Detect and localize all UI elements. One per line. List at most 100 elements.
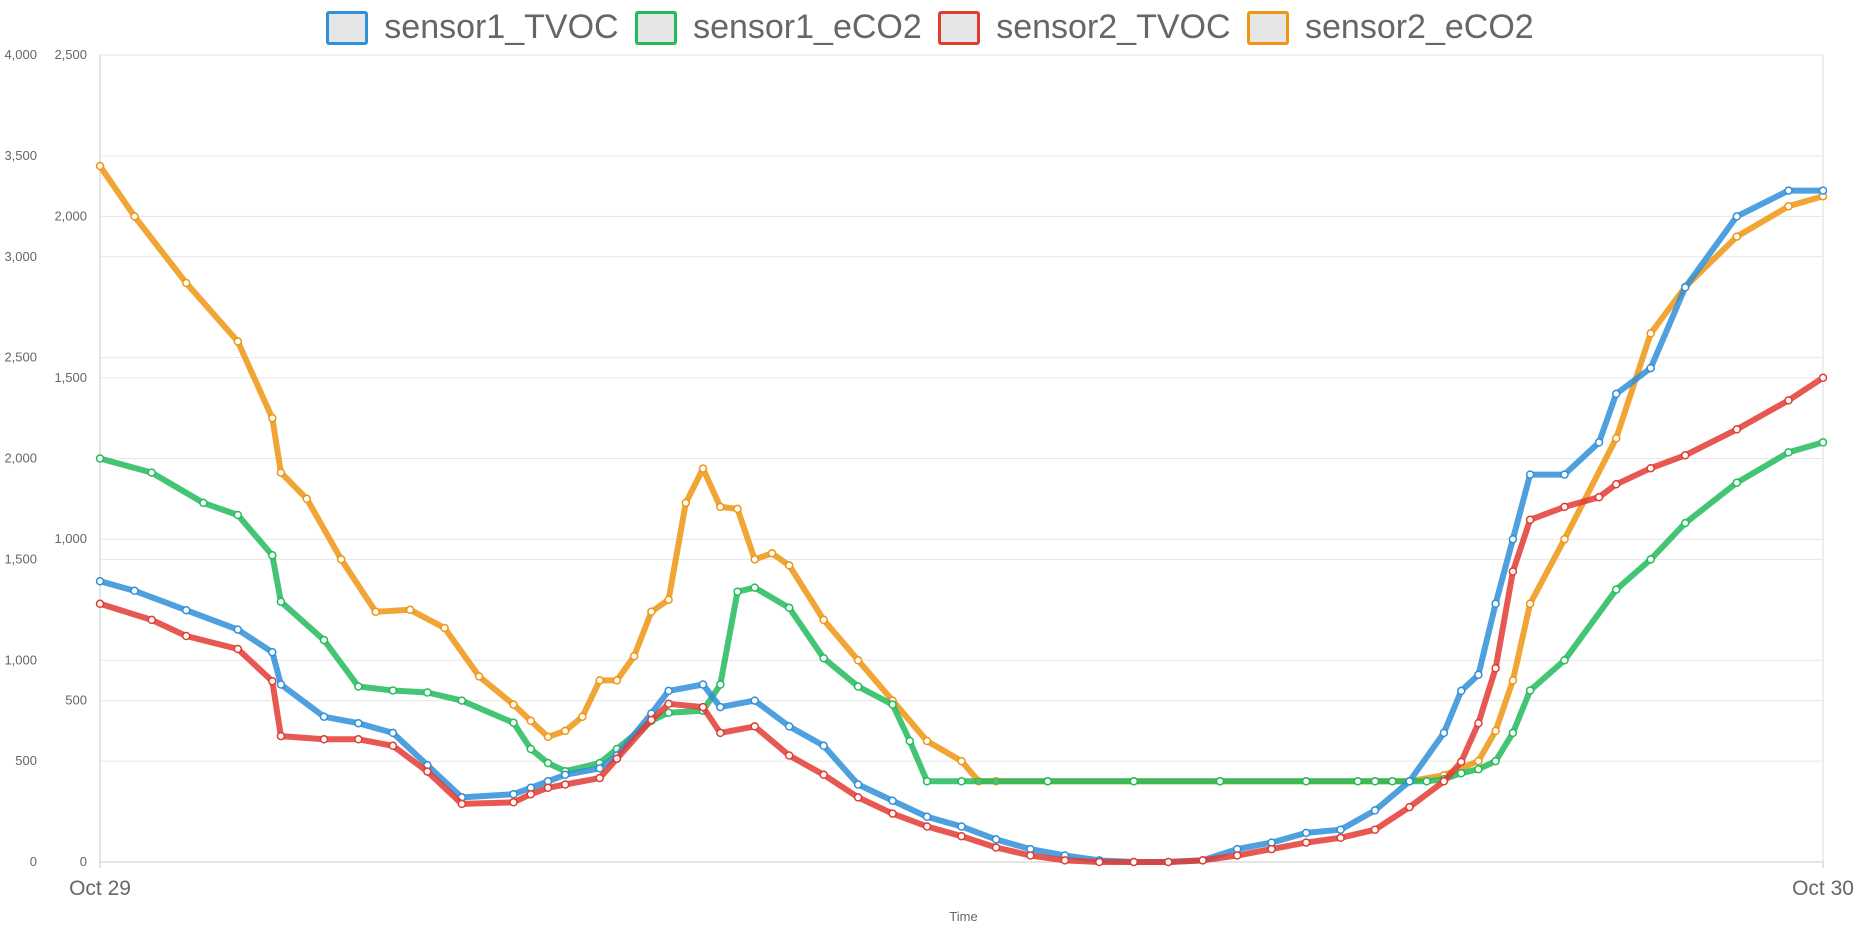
data-point-sensor1_eCO2 (1215, 777, 1225, 786)
data-point-sensor2_TVOC (1060, 856, 1070, 865)
data-point-sensor2_eCO2 (595, 676, 604, 685)
data-point-sensor2_eCO2 (474, 672, 484, 681)
data-point-sensor2_TVOC (991, 843, 1001, 852)
data-point-sensor1_eCO2 (147, 468, 156, 477)
data-point-sensor2_eCO2 (853, 656, 863, 665)
data-point-sensor2_eCO2 (1508, 676, 1518, 685)
data-point-sensor1_eCO2 (853, 682, 863, 691)
data-point-sensor2_TVOC (526, 789, 536, 799)
data-point-sensor2_TVOC (1508, 567, 1518, 576)
data-point-sensor1_eCO2 (354, 682, 363, 691)
legend-item-sensor1-tvoc[interactable]: sensor1_TVOC (326, 8, 619, 47)
data-point-sensor1_eCO2 (509, 718, 518, 728)
data-point-sensor1_eCO2 (784, 603, 794, 613)
data-point-sensor1_eCO2 (716, 680, 725, 689)
data-point-sensor2_eCO2 (698, 464, 708, 473)
legend-item-sensor1-eco2[interactable]: sensor1_eCO2 (635, 8, 922, 47)
data-point-sensor2_eCO2 (681, 498, 691, 508)
data-point-sensor2_TVOC (181, 631, 191, 641)
data-point-sensor1_TVOC (1784, 186, 1793, 195)
data-point-sensor2_TVOC (1560, 502, 1569, 512)
data-point-sensor2_eCO2 (819, 615, 828, 625)
data-point-sensor2_TVOC (1784, 396, 1793, 405)
data-point-sensor1_TVOC (509, 789, 518, 799)
data-point-sensor2_TVOC (509, 798, 518, 807)
data-point-sensor1_TVOC (595, 764, 604, 773)
data-point-sensor1_TVOC (319, 712, 329, 721)
data-point-sensor2_TVOC (1267, 844, 1276, 854)
data-point-sensor1_eCO2 (1043, 777, 1052, 786)
data-point-sensor2_TVOC (612, 754, 622, 763)
x-axis-title: Time (949, 909, 977, 924)
data-point-sensor1_TVOC (1474, 670, 1483, 680)
data-point-sensor2_TVOC (1232, 851, 1242, 860)
data-point-sensor1_TVOC (698, 680, 708, 689)
data-point-sensor1_TVOC (1456, 686, 1466, 696)
data-point-sensor2_TVOC (1525, 515, 1535, 525)
data-point-sensor2_TVOC (716, 728, 725, 738)
data-point-sensor1_eCO2 (819, 653, 828, 663)
data-point-sensor1_eCO2 (388, 686, 398, 695)
data-point-sensor1_eCO2 (1370, 777, 1380, 786)
data-point-sensor2_eCO2 (957, 756, 966, 766)
data-point-sensor1_TVOC (276, 680, 286, 689)
data-point-sensor2_TVOC (1491, 664, 1500, 673)
data-point-sensor2_eCO2 (922, 736, 932, 746)
legend-swatch (635, 10, 678, 45)
data-point-sensor2_eCO2 (526, 716, 536, 726)
data-point-sensor2_TVOC (1439, 777, 1449, 786)
y-left-tick-label: 3,500 (4, 148, 37, 163)
data-point-sensor2_eCO2 (276, 468, 286, 477)
data-point-sensor2_eCO2 (1560, 534, 1569, 544)
data-point-sensor2_TVOC (698, 702, 708, 712)
legend-label: sensor2_eCO2 (1305, 8, 1534, 46)
data-point-sensor2_TVOC (457, 799, 467, 809)
data-point-sensor1_TVOC (1560, 470, 1569, 479)
data-point-sensor1_TVOC (1370, 806, 1380, 815)
data-point-sensor2_TVOC (1680, 451, 1690, 460)
data-point-sensor1_eCO2 (199, 498, 208, 508)
data-point-sensor2_eCO2 (578, 712, 587, 721)
data-point-sensor1_eCO2 (1508, 728, 1518, 738)
data-point-sensor1_eCO2 (1818, 438, 1828, 447)
data-point-sensor1_eCO2 (1456, 768, 1466, 778)
data-point-sensor2_eCO2 (371, 607, 380, 617)
data-point-sensor1_TVOC (1594, 438, 1604, 447)
data-point-sensor1_eCO2 (423, 688, 432, 697)
data-point-sensor2_TVOC (1198, 856, 1207, 865)
data-point-sensor2_TVOC (1301, 838, 1311, 847)
data-point-sensor1_eCO2 (888, 700, 897, 709)
data-point-sensor1_eCO2 (1129, 777, 1139, 786)
y-left-tick-label: 2,500 (4, 350, 37, 365)
data-point-sensor1_TVOC (991, 835, 1001, 844)
data-point-sensor2_eCO2 (130, 212, 139, 221)
legend-item-sensor2-eco2[interactable]: sensor2_eCO2 (1247, 8, 1534, 47)
data-point-sensor2_eCO2 (509, 700, 518, 709)
data-point-sensor2_TVOC (1164, 857, 1173, 867)
data-point-sensor1_eCO2 (1422, 777, 1431, 786)
data-point-sensor1_eCO2 (922, 777, 932, 786)
y-left-tick-label: 1,000 (4, 652, 37, 667)
legend-swatch (1247, 10, 1289, 45)
data-point-sensor2_TVOC (543, 783, 553, 793)
data-point-sensor2_TVOC (595, 773, 604, 783)
chart-legend: sensor1_TVOC sensor1_eCO2 sensor2_TVOC s… (0, 8, 1860, 50)
y-right-tick-label: 2,500 (54, 47, 87, 62)
data-point-sensor1_eCO2 (319, 635, 329, 645)
data-point-sensor2_eCO2 (233, 337, 243, 346)
data-point-sensor2_TVOC (664, 699, 673, 709)
data-point-sensor1_TVOC (268, 647, 277, 657)
data-point-sensor1_eCO2 (1784, 448, 1793, 457)
data-point-sensor1_eCO2 (1732, 478, 1742, 487)
legend-item-sensor2-tvoc[interactable]: sensor2_TVOC (938, 8, 1231, 47)
data-point-sensor2_TVOC (1732, 425, 1742, 434)
data-point-sensor1_TVOC (388, 728, 398, 738)
data-point-sensor2_TVOC (1405, 802, 1414, 812)
data-point-sensor1_TVOC (819, 741, 828, 751)
data-point-sensor2_TVOC (388, 741, 398, 751)
data-point-sensor2_TVOC (1095, 857, 1104, 867)
data-point-sensor2_TVOC (147, 615, 156, 625)
data-point-sensor2_TVOC (888, 809, 897, 818)
data-point-sensor1_TVOC (716, 702, 725, 712)
